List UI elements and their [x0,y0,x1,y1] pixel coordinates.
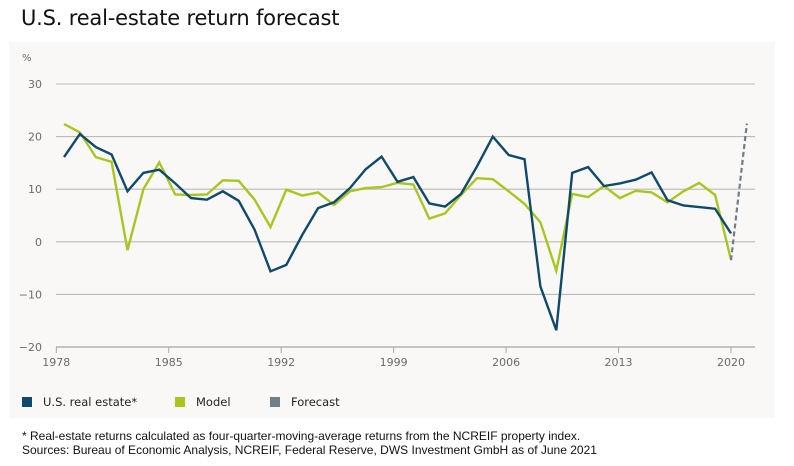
y-tick-label: −20 [19,341,42,354]
legend-label: Forecast [291,395,340,409]
chart-title: U.S. real-estate return forecast [21,6,340,30]
x-tick-label: 2020 [717,356,745,369]
y-tick-label: 30 [28,78,42,91]
footnote: * Real-estate returns calculated as four… [22,429,597,457]
y-tick-label: 20 [28,131,42,144]
y-axis-unit-label: % [22,53,32,64]
y-tick-label: 10 [28,183,42,196]
legend-label: Model [196,395,231,409]
footnote-methodology: * Real-estate returns calculated as four… [22,429,581,443]
legend-label: U.S. real estate* [43,395,138,409]
legend-item-us-real-estate: U.S. real estate* [22,395,137,409]
y-tick-label: −10 [19,288,42,301]
series-line-forecast [729,123,748,261]
x-tick-label: 1985 [155,356,183,369]
legend-item-model: Model [175,395,231,409]
legend-item-forecast: Forecast [270,395,340,409]
series-line-model [63,122,733,276]
x-tick-label: 1992 [267,356,295,369]
legend-swatch-us-real-estate [22,397,32,407]
x-tick-label: 2013 [605,356,633,369]
chart-panel [9,42,775,418]
y-tick-label: 0 [35,236,42,249]
x-tick-label: 1999 [380,356,408,369]
legend-swatch-forecast [270,397,280,407]
series-line-u-s-real-estate [63,132,733,331]
x-tick-label: 1978 [42,356,70,369]
footnote-sources: Sources: Bureau of Economic Analysis, NC… [22,443,597,457]
legend-swatch-model [175,397,185,407]
x-tick-label: 2006 [492,356,520,369]
